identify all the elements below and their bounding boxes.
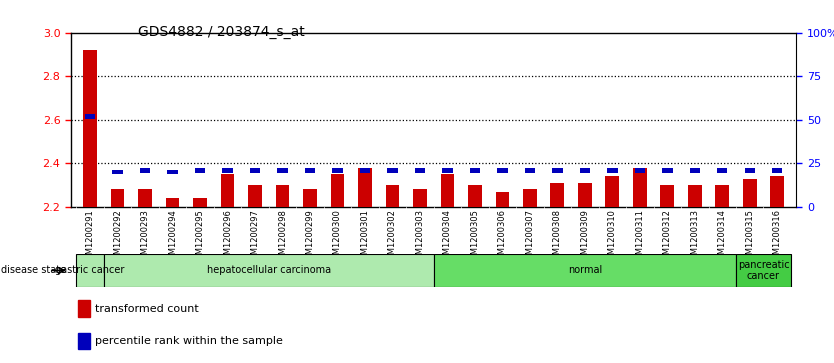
Text: hepatocellular carcinoma: hepatocellular carcinoma	[207, 265, 331, 276]
Bar	[303, 189, 317, 207]
Text: GSM1200313: GSM1200313	[691, 209, 699, 265]
Bar	[662, 168, 672, 173]
Bar	[304, 168, 315, 173]
Bar	[111, 189, 124, 207]
Bar	[771, 176, 784, 207]
Bar	[495, 192, 510, 207]
Bar	[113, 170, 123, 175]
Bar	[387, 168, 398, 173]
Bar	[736, 254, 791, 287]
Text: gastric cancer: gastric cancer	[55, 265, 125, 276]
Bar	[385, 185, 399, 207]
Bar	[607, 168, 617, 173]
Bar	[468, 185, 482, 207]
Bar	[497, 168, 508, 173]
Text: pancreatic
cancer: pancreatic cancer	[738, 260, 789, 281]
Bar	[745, 168, 755, 173]
Text: GSM1200305: GSM1200305	[470, 209, 480, 265]
Bar	[78, 333, 90, 349]
Bar	[552, 168, 563, 173]
Bar	[578, 183, 591, 207]
Text: normal: normal	[568, 265, 602, 276]
Text: GDS4882 / 203874_s_at: GDS4882 / 203874_s_at	[138, 25, 304, 40]
Text: GSM1200293: GSM1200293	[141, 209, 149, 265]
Bar	[332, 168, 343, 173]
Text: GSM1200301: GSM1200301	[360, 209, 369, 265]
Bar	[104, 254, 434, 287]
Text: GSM1200294: GSM1200294	[168, 209, 177, 265]
Text: GSM1200308: GSM1200308	[553, 209, 562, 265]
Text: GSM1200309: GSM1200309	[580, 209, 590, 265]
Text: GSM1200315: GSM1200315	[746, 209, 754, 265]
Text: GSM1200291: GSM1200291	[86, 209, 94, 265]
Bar	[330, 174, 344, 207]
Text: GSM1200297: GSM1200297	[250, 209, 259, 265]
Bar	[249, 185, 262, 207]
Bar	[195, 168, 205, 173]
Text: GSM1200302: GSM1200302	[388, 209, 397, 265]
Bar	[223, 168, 233, 173]
Text: GSM1200310: GSM1200310	[608, 209, 617, 265]
Bar	[83, 50, 97, 207]
Text: GSM1200292: GSM1200292	[113, 209, 122, 265]
Bar	[277, 168, 288, 173]
Text: GSM1200306: GSM1200306	[498, 209, 507, 265]
Bar	[635, 168, 645, 173]
Bar	[358, 168, 372, 207]
Bar	[250, 168, 260, 173]
Bar	[716, 185, 729, 207]
Text: GSM1200311: GSM1200311	[636, 209, 645, 265]
Bar	[661, 185, 674, 207]
Bar	[77, 254, 104, 287]
Bar	[276, 185, 289, 207]
Bar	[140, 168, 150, 173]
Text: GSM1200314: GSM1200314	[718, 209, 726, 265]
Text: GSM1200299: GSM1200299	[305, 209, 314, 265]
Bar	[470, 168, 480, 173]
Text: GSM1200295: GSM1200295	[195, 209, 204, 265]
Bar	[359, 168, 370, 173]
Bar	[525, 168, 535, 173]
Bar	[413, 189, 427, 207]
Text: transformed count: transformed count	[95, 304, 198, 314]
Bar	[434, 254, 736, 287]
Bar	[168, 170, 178, 175]
Text: GSM1200316: GSM1200316	[773, 209, 781, 265]
Text: percentile rank within the sample: percentile rank within the sample	[95, 336, 283, 346]
Bar	[717, 168, 727, 173]
Text: GSM1200307: GSM1200307	[525, 209, 535, 265]
Bar	[772, 168, 782, 173]
Bar	[523, 189, 537, 207]
Text: GSM1200304: GSM1200304	[443, 209, 452, 265]
Bar	[78, 301, 90, 317]
Bar	[688, 185, 701, 207]
Text: GSM1200296: GSM1200296	[223, 209, 232, 265]
Bar	[550, 183, 565, 207]
Bar	[193, 198, 207, 207]
Bar	[580, 168, 590, 173]
Text: GSM1200312: GSM1200312	[663, 209, 672, 265]
Text: GSM1200303: GSM1200303	[415, 209, 425, 265]
Text: GSM1200298: GSM1200298	[278, 209, 287, 265]
Bar	[605, 176, 619, 207]
Bar	[743, 179, 756, 207]
Text: disease state: disease state	[2, 265, 67, 276]
Text: GSM1200300: GSM1200300	[333, 209, 342, 265]
Bar	[166, 198, 179, 207]
Bar	[690, 168, 700, 173]
Bar	[138, 189, 152, 207]
Bar	[633, 168, 646, 207]
Bar	[221, 174, 234, 207]
Bar	[414, 168, 425, 173]
Bar	[440, 174, 455, 207]
Bar	[85, 114, 95, 119]
Bar	[442, 168, 453, 173]
